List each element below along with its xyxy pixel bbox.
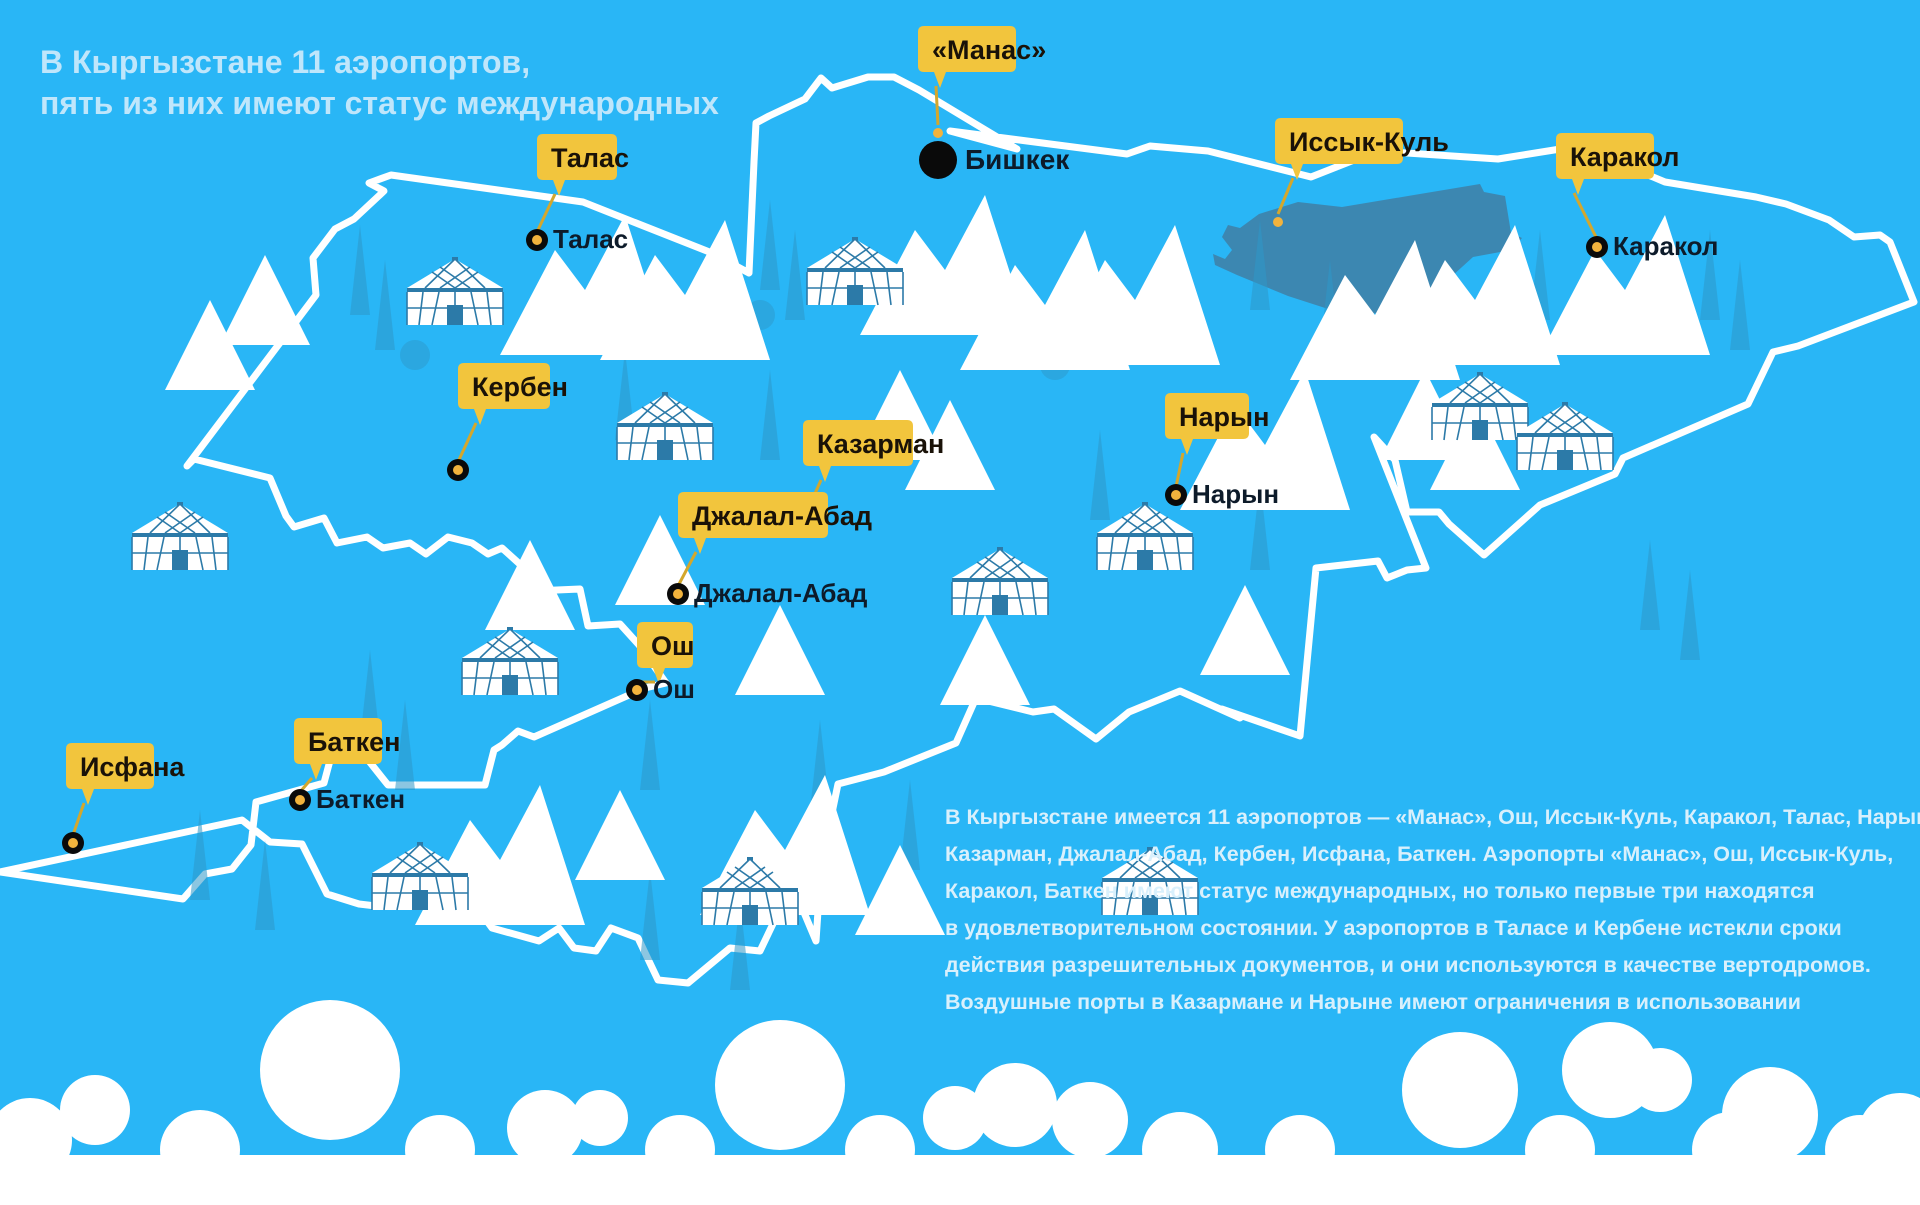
svg-text:Джалал-Абад: Джалал-Абад <box>692 501 872 531</box>
svg-text:Бишкек: Бишкек <box>965 144 1070 175</box>
svg-text:Нарын: Нарын <box>1179 402 1269 432</box>
svg-text:Баткен: Баткен <box>308 727 400 757</box>
svg-text:действия разрешительных докуме: действия разрешительных документов, и он… <box>945 953 1871 977</box>
svg-text:Иссык-Куль: Иссык-Куль <box>1289 127 1449 157</box>
svg-text:Каракол: Каракол <box>1570 142 1679 172</box>
svg-text:«Манас»: «Манас» <box>932 35 1046 65</box>
svg-text:Кербен: Кербен <box>472 372 568 402</box>
svg-text:в удовлетворительном состоянии: в удовлетворительном состоянии. У аэропо… <box>945 916 1842 940</box>
svg-text:Казарман, Джалал-Абад, Кербен,: Казарман, Джалал-Абад, Кербен, Исфана, Б… <box>945 842 1893 866</box>
svg-text:Казарман: Казарман <box>817 429 944 459</box>
svg-text:Ош: Ош <box>653 674 695 704</box>
svg-text:Нарын: Нарын <box>1192 479 1279 509</box>
svg-text:Воздушные порты в Казармане и: Воздушные порты в Казармане и Нарыне име… <box>945 990 1801 1014</box>
svg-text:Исфана: Исфана <box>80 752 185 782</box>
svg-text:В Кыргызстане 11 аэропортов,: В Кыргызстане 11 аэропортов, <box>40 44 530 80</box>
svg-text:Талас: Талас <box>551 143 629 173</box>
svg-text:Талас: Талас <box>553 224 628 254</box>
svg-text:Ош: Ош <box>651 631 695 661</box>
svg-text:Джалал-Абад: Джалал-Абад <box>694 578 868 608</box>
svg-text:Баткен: Баткен <box>316 784 405 814</box>
svg-text:Каракол, Баткен имеют статус м: Каракол, Баткен имеют статус международн… <box>945 879 1815 903</box>
svg-text:Каракол: Каракол <box>1613 231 1718 261</box>
svg-text:В Кыргызстане имеется 11 аэроп: В Кыргызстане имеется 11 аэропортов — «М… <box>945 805 1920 829</box>
svg-text:пять из них имеют статус между: пять из них имеют статус международных <box>40 85 719 121</box>
